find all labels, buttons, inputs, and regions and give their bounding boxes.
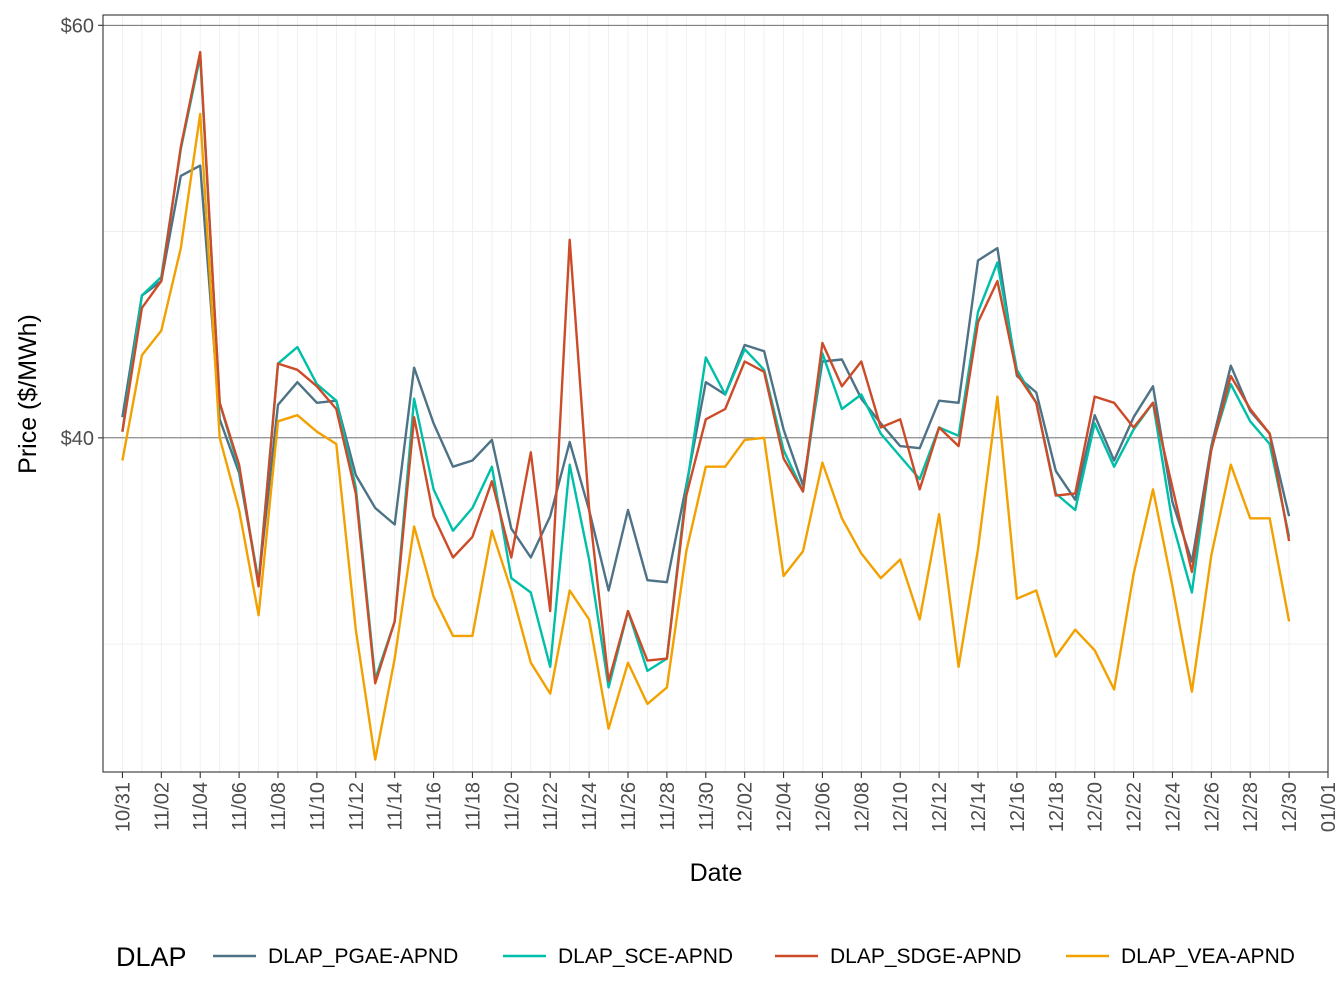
x-tick-label: 11/20 [501,782,523,831]
x-tick-label: 12/28 [1240,782,1262,832]
legend: DLAP DLAP_PGAE-APND DLAP_SCE-APND DLAP_SDG… [116,942,1295,972]
x-tick-label: 12/06 [812,782,834,832]
x-axis-title: Date [690,859,743,887]
x-tick-label: 12/12 [929,782,951,832]
x-tick-label: 11/04 [190,782,212,831]
x-tick-label: 11/30 [696,782,718,831]
x-tick-label: 11/08 [268,782,290,831]
x-axis: 10/31 11/02 11/04 11/06 11/08 11/10 11/12 11/14… [112,772,1340,832]
x-tick-label: 01/01 [1318,782,1340,832]
x-tick-label: 11/18 [462,782,484,831]
panel-border [102,14,1329,773]
y-axis-title: Price ($/MWh) [14,314,42,474]
x-tick-label: 12/30 [1279,782,1301,832]
x-tick-label: 11/02 [151,782,173,831]
y-tick-label: $40 [61,428,94,450]
x-tick-label: 12/02 [735,782,757,832]
x-tick-label: 12/08 [851,782,873,832]
legend-label: DLAP_SDGE-APND [830,945,1021,968]
x-tick-label: 12/04 [774,782,796,832]
x-tick-label: 12/22 [1124,782,1146,832]
series-line-dlap-pgae-apnd [121,164,1291,592]
series-line-dlap-vea-apnd [121,112,1291,761]
x-tick-label: 12/18 [1046,782,1068,832]
x-tick-label: 11/24 [579,782,601,831]
y-axis: $40 $60 [61,15,103,450]
minor-gridlines [103,15,1328,772]
x-tick-label: 12/16 [1007,782,1029,832]
x-tick-label: 11/12 [346,782,368,831]
legend-label: DLAP_VEA-APND [1121,945,1295,968]
x-tick-label: 11/16 [424,782,446,831]
x-tick-label: 11/10 [307,782,329,831]
x-tick-label: 11/06 [229,782,251,831]
x-tick-label: 11/26 [618,782,640,831]
legend-label: DLAP_SCE-APND [558,945,733,968]
x-tick-label: 10/31 [112,782,134,832]
legend-label: DLAP_PGAE-APND [268,945,458,968]
y-tick-label: $60 [61,15,94,37]
x-tick-label: 12/26 [1201,782,1223,832]
series-line-dlap-sdge-apnd [121,50,1291,685]
x-tick-label: 11/28 [657,782,679,831]
x-tick-label: 12/10 [890,782,912,832]
series-line-dlap-sce-apnd [121,55,1291,689]
x-tick-label: 11/22 [540,782,562,831]
x-tick-label: 12/14 [968,782,990,832]
legend-title: DLAP [116,942,187,972]
x-tick-label: 12/20 [1085,782,1107,832]
series-lines [121,50,1291,761]
x-tick-label: 11/14 [385,782,407,831]
x-tick-label: 12/24 [1162,782,1184,832]
